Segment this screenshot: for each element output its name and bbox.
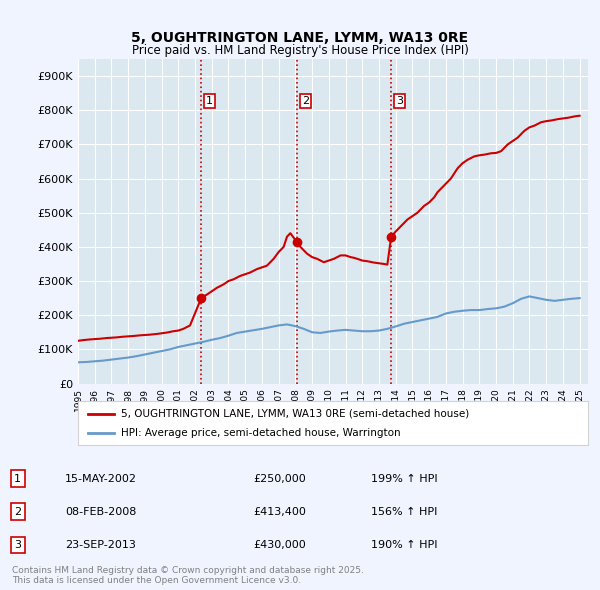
Text: 3: 3 bbox=[14, 540, 21, 550]
Text: 156% ↑ HPI: 156% ↑ HPI bbox=[371, 507, 437, 517]
Text: 5, OUGHTRINGTON LANE, LYMM, WA13 0RE (semi-detached house): 5, OUGHTRINGTON LANE, LYMM, WA13 0RE (se… bbox=[121, 409, 470, 418]
Text: 23-SEP-2013: 23-SEP-2013 bbox=[65, 540, 136, 550]
Text: £413,400: £413,400 bbox=[253, 507, 306, 517]
Text: 15-MAY-2002: 15-MAY-2002 bbox=[65, 474, 137, 484]
Text: 5, OUGHTRINGTON LANE, LYMM, WA13 0RE: 5, OUGHTRINGTON LANE, LYMM, WA13 0RE bbox=[131, 31, 469, 45]
Text: £430,000: £430,000 bbox=[253, 540, 306, 550]
Text: HPI: Average price, semi-detached house, Warrington: HPI: Average price, semi-detached house,… bbox=[121, 428, 401, 438]
Text: £250,000: £250,000 bbox=[253, 474, 306, 484]
Text: 190% ↑ HPI: 190% ↑ HPI bbox=[371, 540, 437, 550]
Text: 199% ↑ HPI: 199% ↑ HPI bbox=[371, 474, 437, 484]
Text: 1: 1 bbox=[14, 474, 21, 484]
Text: 2: 2 bbox=[302, 96, 309, 106]
Text: 2: 2 bbox=[14, 507, 22, 517]
Text: 08-FEB-2008: 08-FEB-2008 bbox=[65, 507, 136, 517]
Text: Price paid vs. HM Land Registry's House Price Index (HPI): Price paid vs. HM Land Registry's House … bbox=[131, 44, 469, 57]
Text: Contains HM Land Registry data © Crown copyright and database right 2025.
This d: Contains HM Land Registry data © Crown c… bbox=[12, 566, 364, 585]
Text: 3: 3 bbox=[396, 96, 403, 106]
Text: 1: 1 bbox=[206, 96, 213, 106]
